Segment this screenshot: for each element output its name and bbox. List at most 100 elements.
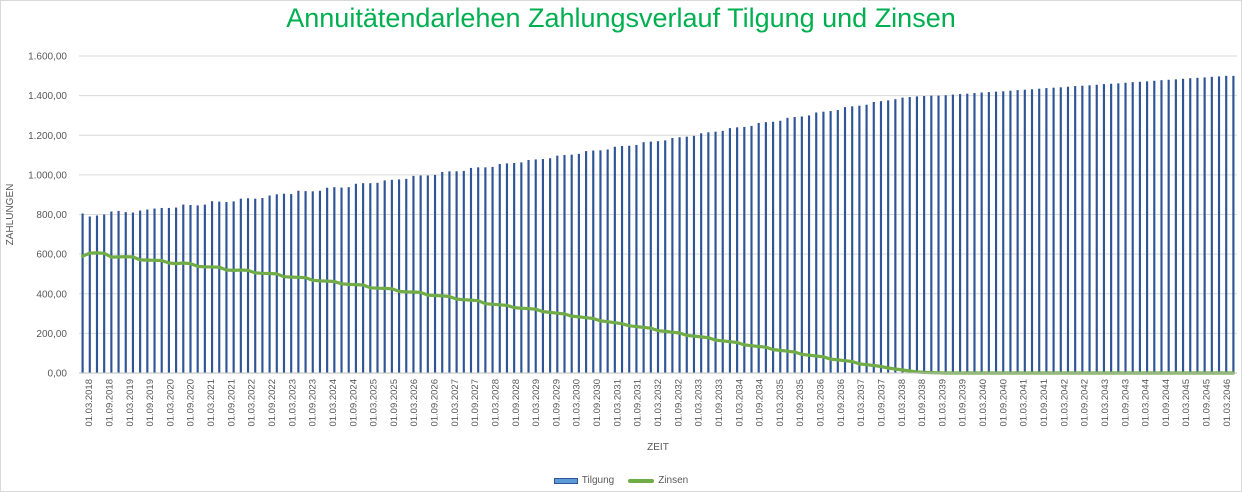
bar-tilgung [800, 116, 803, 373]
x-tick-label: 01.09.2028 [511, 379, 522, 427]
bar-tilgung [1052, 87, 1055, 373]
x-tick-label: 01.09.2022 [267, 379, 278, 427]
bar-tilgung [290, 194, 293, 373]
bar-tilgung [772, 121, 775, 373]
bar-tilgung [714, 131, 717, 373]
bar-tilgung [189, 204, 192, 373]
bar-tilgung [1131, 82, 1134, 373]
x-tick-label: 01.03.2037 [856, 379, 867, 427]
bar-tilgung [635, 144, 638, 373]
x-tick-label: 01.09.2038 [917, 379, 928, 427]
bar-tilgung [1196, 77, 1199, 373]
bar-tilgung [908, 97, 911, 373]
bar-tilgung [405, 178, 408, 373]
bar-tilgung [426, 175, 429, 373]
bar-tilgung [930, 95, 933, 373]
x-tick-label: 01.09.2037 [876, 379, 887, 427]
x-tick-label: 01.09.2041 [1039, 379, 1050, 427]
bar-tilgung [779, 120, 782, 374]
bar-tilgung [1016, 90, 1019, 373]
bar-tilgung [527, 160, 530, 373]
bar-tilgung [297, 190, 300, 373]
x-tick-label: 01.03.2038 [897, 379, 908, 427]
bar-tilgung [1081, 85, 1084, 373]
bar-tilgung [1002, 91, 1005, 374]
bar-tilgung [448, 171, 451, 373]
bar-tilgung [656, 141, 660, 373]
bar-tilgung [268, 195, 271, 373]
bar-tilgung [915, 96, 919, 373]
x-tick-label: 01.03.2027 [450, 379, 461, 427]
x-tick-label: 01.09.2045 [1202, 379, 1213, 427]
x-tick-label: 01.03.2023 [287, 379, 298, 427]
legend-label-tilgung: Tilgung [581, 475, 615, 486]
bar-tilgung [894, 99, 897, 373]
bar-tilgung [707, 132, 710, 373]
x-tick-label: 01.09.2018 [104, 379, 115, 427]
legend-item-tilgung: Tilgung [553, 475, 615, 486]
y-tick-label: 1.000,00 [28, 170, 67, 181]
bar-tilgung [491, 166, 494, 373]
bar-tilgung [1153, 80, 1156, 373]
bar-tilgung [721, 130, 724, 373]
bar-tilgung [419, 175, 422, 373]
bar-tilgung [822, 111, 825, 373]
bar-tilgung [218, 201, 221, 373]
bar-tilgung [1030, 89, 1034, 373]
legend-label-zinsen: Zinsen [658, 475, 689, 486]
bar-tilgung [203, 204, 206, 373]
bar-tilgung [167, 207, 170, 373]
bar-tilgung [1189, 78, 1192, 373]
bar-tilgung [959, 94, 962, 373]
bar-tilgung [1124, 82, 1127, 373]
bar-tilgung [1210, 76, 1213, 373]
x-tick-label: 01.03.2034 [734, 379, 745, 427]
bar-tilgung [887, 100, 890, 373]
bar-tilgung [994, 91, 998, 373]
x-tick-label: 01.03.2040 [978, 379, 989, 427]
bar-tilgung [1009, 90, 1012, 373]
x-tick-label: 01.09.2039 [958, 379, 969, 427]
bar-tilgung [160, 207, 163, 373]
bar-tilgung [484, 167, 487, 373]
bar-tilgung [124, 212, 127, 373]
bar-tilgung [412, 175, 415, 373]
bar-tilgung [736, 127, 739, 373]
bar-tilgung [354, 183, 357, 373]
bar-tilgung [606, 149, 609, 373]
x-tick-label: 01.09.2034 [755, 379, 766, 427]
bar-tilgung [829, 111, 832, 374]
bar-tilgung [182, 204, 185, 373]
bar-tilgung [196, 205, 199, 373]
x-tick-label: 01.09.2035 [795, 379, 806, 427]
bar-tilgung [246, 198, 250, 373]
bar-tilgung [793, 117, 796, 374]
bar-tilgung [685, 136, 688, 373]
bar-tilgung [836, 110, 839, 373]
bar-tilgung [764, 122, 767, 373]
x-tick-label: 01.09.2019 [145, 379, 156, 427]
y-tick-label: 1.600,00 [28, 52, 67, 63]
chart-title: Annuitätendarlehen Zahlungsverlauf Tilgu… [286, 3, 956, 33]
bar-tilgung [1225, 75, 1228, 373]
y-tick-label: 800,00 [36, 210, 67, 221]
x-axis-title: ZEIT [647, 442, 669, 453]
bar-tilgung [944, 95, 947, 373]
x-tick-label: 01.03.2039 [937, 379, 948, 427]
bar-tilgung [347, 187, 350, 373]
x-tick-label: 01.09.2044 [1161, 379, 1172, 427]
bar-tilgung [858, 105, 861, 374]
bar-tilgung [592, 150, 595, 373]
bar-tilgung [1038, 88, 1041, 374]
legend-swatch-tilgung [553, 477, 578, 484]
x-tick-label: 01.03.2031 [612, 379, 623, 427]
bar-tilgung [901, 97, 904, 373]
bar-tilgung [1110, 83, 1113, 374]
bar-tilgung [81, 213, 84, 373]
bar-tilgung [369, 183, 372, 373]
bar-tilgung [649, 141, 652, 373]
x-tick-label: 01.09.2025 [389, 379, 400, 427]
bar-tilgung [455, 171, 458, 373]
bar-tilgung [1102, 84, 1106, 373]
